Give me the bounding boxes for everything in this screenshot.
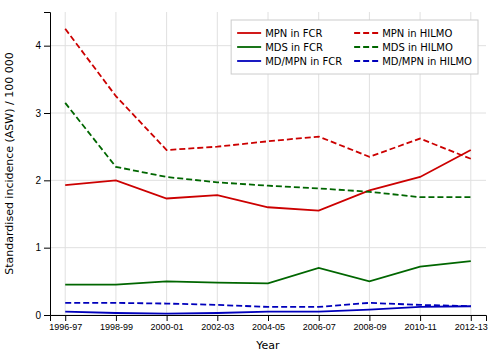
legend-label: MPN in HILMO <box>382 28 452 39</box>
grid-line-x <box>65 12 66 315</box>
x-tick: 2012-13 <box>455 315 488 332</box>
x-tick: 2002-03 <box>201 315 234 332</box>
x-tick-mark <box>319 315 320 321</box>
grid-line-x <box>115 12 116 315</box>
y-tick-label: 4 <box>35 40 41 51</box>
legend-swatch <box>354 60 378 62</box>
x-tick-mark <box>167 315 168 321</box>
x-tick-label: 2008-09 <box>353 322 386 332</box>
series-line <box>65 303 471 307</box>
x-tick-label: 2000-01 <box>151 322 184 332</box>
y-axis-title: Standardised incidence (ASW) / 100 000 <box>3 52 16 274</box>
x-tick-label: 1996-97 <box>49 322 82 332</box>
x-tick-mark <box>217 315 218 321</box>
x-tick-label: 2002-03 <box>201 322 234 332</box>
legend-box <box>231 20 478 74</box>
y-tick: 3 <box>35 108 50 119</box>
plot-area: 0 1 2 3 4 1996-97 1998-99 2000-01 2002-03 2004-05… <box>35 12 487 332</box>
series-line <box>65 150 471 211</box>
legend-swatch <box>237 46 261 48</box>
chart: 0 1 2 3 4 1996-97 1998-99 2000-01 2002-03 2004-05… <box>0 0 500 357</box>
legend-swatch <box>237 60 261 62</box>
y-tick-label: 2 <box>35 175 41 186</box>
y-tick-label: 3 <box>35 108 41 119</box>
x-tick-mark <box>65 315 66 321</box>
legend-item: MD/MPN in HILMO <box>354 56 472 67</box>
grid-line-x <box>166 12 167 315</box>
x-tick-label: 2004-05 <box>252 322 285 332</box>
y-tick-mark <box>44 46 50 47</box>
x-axis-title: Year <box>255 339 280 352</box>
x-tick-mark <box>369 315 370 321</box>
y-tick: 2 <box>35 175 50 186</box>
x-tick: 2010-11 <box>404 315 436 332</box>
y-tick-label: 0 <box>35 310 41 321</box>
series-line <box>65 29 471 159</box>
x-tick-mark <box>420 315 421 321</box>
legend: MPN in FCR MDS in FCR MD/MPN in FCR MPN in … <box>231 20 478 74</box>
legend-label: MD/MPN in FCR <box>265 56 342 67</box>
y-tick-mark <box>44 180 50 181</box>
grid <box>50 12 486 315</box>
x-tick-mark <box>471 315 472 321</box>
legend-swatch <box>354 46 378 48</box>
x-tick-label: 1998-99 <box>100 322 133 332</box>
legend-swatch <box>237 32 261 34</box>
x-tick: 2008-09 <box>353 315 386 332</box>
legend-label: MDS in FCR <box>265 42 323 53</box>
x-axis-line <box>51 316 487 322</box>
x-tick-label: 2012-13 <box>455 322 488 332</box>
series-line <box>65 103 471 197</box>
x-tick-mark <box>268 315 269 321</box>
x-tick-mark <box>116 315 117 321</box>
legend-label: MPN in FCR <box>265 28 322 39</box>
legend-item: MPN in HILMO <box>354 28 452 39</box>
y-axis: 0 1 2 3 4 <box>35 13 50 321</box>
y-tick: 0 <box>35 310 50 321</box>
legend-item: MD/MPN in FCR <box>237 56 342 67</box>
legend-item: MDS in FCR <box>237 42 323 53</box>
legend-item: MPN in FCR <box>237 28 322 39</box>
legend-item: MDS in HILMO <box>354 42 453 53</box>
y-tick: 1 <box>35 242 50 253</box>
grid-line-x <box>217 12 218 315</box>
x-tick: 2004-05 <box>252 315 285 332</box>
x-tick: 1996-97 <box>49 315 82 332</box>
legend-label: MD/MPN in HILMO <box>382 56 472 67</box>
y-tick-mark <box>44 113 50 114</box>
series-line <box>65 261 471 285</box>
x-tick-label: 2010-11 <box>404 322 436 332</box>
x-tick: 2006-07 <box>303 315 336 332</box>
x-tick-label: 2006-07 <box>303 322 336 332</box>
y-tick-mark <box>44 315 50 316</box>
y-tick: 4 <box>35 40 50 51</box>
x-tick: 1998-99 <box>100 315 133 332</box>
legend-label: MDS in HILMO <box>382 42 453 53</box>
x-axis: 1996-97 1998-99 2000-01 2002-03 2004-05 2006-… <box>49 315 488 332</box>
y-tick-mark <box>44 248 50 249</box>
legend-swatch <box>354 32 378 34</box>
x-tick: 2000-01 <box>151 315 184 332</box>
y-tick-label: 1 <box>35 242 41 253</box>
y-axis-line <box>44 13 51 316</box>
